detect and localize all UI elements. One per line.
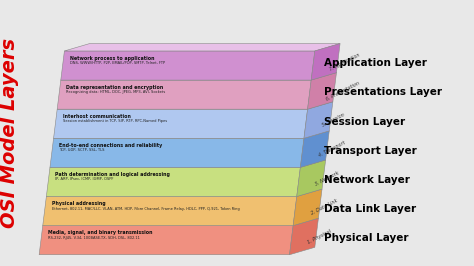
Text: Network Layer: Network Layer [324, 175, 410, 185]
Text: 3. Network: 3. Network [314, 170, 340, 186]
Text: Path determination and logical addressing: Path determination and logical addressin… [55, 172, 170, 177]
Polygon shape [43, 218, 319, 226]
Text: 6. Presentation: 6. Presentation [325, 80, 360, 102]
Text: Physical Layer: Physical Layer [324, 233, 409, 243]
Polygon shape [297, 160, 326, 197]
Text: Data representation and encryption: Data representation and encryption [66, 85, 164, 90]
Polygon shape [61, 51, 315, 80]
Text: Session establishment in TCP, SIP, RTP, RPC-Named Pipes: Session establishment in TCP, SIP, RTP, … [63, 119, 167, 123]
Text: TCP, UDP, SCTP, SSL, TLS: TCP, UDP, SCTP, SSL, TLS [59, 148, 105, 152]
Text: 2. Data Link: 2. Data Link [310, 198, 339, 216]
Text: Media, signal, and binary transmission: Media, signal, and binary transmission [48, 230, 153, 235]
Polygon shape [50, 138, 304, 167]
Text: Application Layer: Application Layer [324, 58, 427, 68]
Polygon shape [293, 189, 322, 226]
Polygon shape [50, 160, 326, 167]
Polygon shape [311, 44, 340, 80]
Text: Interhost communication: Interhost communication [63, 114, 130, 119]
Text: DNS, WWW/HTTP, P2P, EMAIL/POP, SMTP, Telnet, FTP: DNS, WWW/HTTP, P2P, EMAIL/POP, SMTP, Tel… [70, 61, 165, 65]
Text: 1. Physical: 1. Physical [307, 228, 332, 245]
Text: 7. Application: 7. Application [328, 52, 361, 72]
Text: End-to-end connections and reliability: End-to-end connections and reliability [59, 143, 162, 148]
Polygon shape [308, 73, 337, 109]
Text: Recognizing data: HTML, DOC, JPEG, MP3, AVI, Sockets: Recognizing data: HTML, DOC, JPEG, MP3, … [66, 90, 165, 94]
Text: RS-232, RJ45, V.34, 100BASE-TX, SDH, DSL, 802.11: RS-232, RJ45, V.34, 100BASE-TX, SDH, DSL… [48, 236, 140, 240]
Text: Ethernet, 802.11, MAC/LLC, VLAN, ATM, HDP, Fibre Channel, Frame Relay, HDLC, PPP: Ethernet, 802.11, MAC/LLC, VLAN, ATM, HD… [52, 207, 240, 211]
Text: 5. Session: 5. Session [321, 112, 346, 128]
Polygon shape [46, 189, 322, 197]
Text: 4. Transport: 4. Transport [318, 140, 346, 158]
Polygon shape [301, 131, 329, 167]
Polygon shape [290, 218, 319, 255]
Text: Network process to application: Network process to application [70, 56, 155, 61]
Polygon shape [54, 109, 308, 138]
Text: Physical addressing: Physical addressing [52, 201, 106, 206]
Polygon shape [57, 102, 333, 109]
Polygon shape [54, 131, 329, 138]
Polygon shape [57, 80, 311, 109]
Polygon shape [39, 226, 293, 255]
Polygon shape [43, 197, 297, 226]
Polygon shape [46, 167, 301, 197]
Text: Data Link Layer: Data Link Layer [324, 204, 416, 214]
Text: Session Layer: Session Layer [324, 117, 405, 127]
Text: Transport Layer: Transport Layer [324, 146, 417, 156]
Text: IP, ARP, IPsec, ICMP, IGMP, OSPF: IP, ARP, IPsec, ICMP, IGMP, OSPF [55, 177, 114, 181]
Polygon shape [61, 73, 337, 80]
Text: OSI Model Layers: OSI Model Layers [0, 38, 19, 228]
Polygon shape [304, 102, 333, 138]
Text: Presentations Layer: Presentations Layer [324, 88, 442, 97]
Polygon shape [64, 44, 340, 51]
